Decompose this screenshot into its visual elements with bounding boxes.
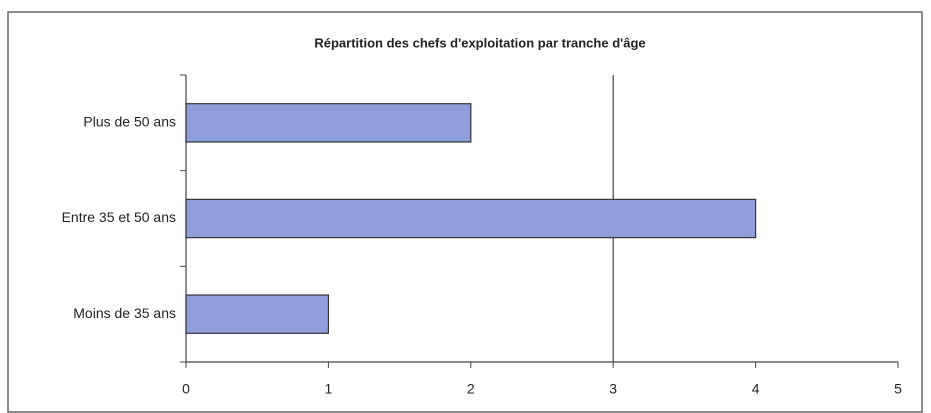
chart-title: Répartition des chefs d'exploitation par… [314,35,645,50]
x-tick-label: 4 [752,381,760,397]
y-tick-label: Moins de 35 ans [73,305,176,321]
x-tick-label: 5 [894,381,902,397]
bar [185,294,329,334]
y-tick-label: Entre 35 et 50 ans [62,209,176,225]
x-tick-label: 1 [325,381,333,397]
x-tick-label: 3 [609,381,617,397]
x-tick-label: 0 [182,381,190,397]
y-tick-label: Plus de 50 ans [83,114,176,130]
bar [185,198,757,239]
bar [185,103,472,143]
x-tick-label: 2 [467,381,475,397]
